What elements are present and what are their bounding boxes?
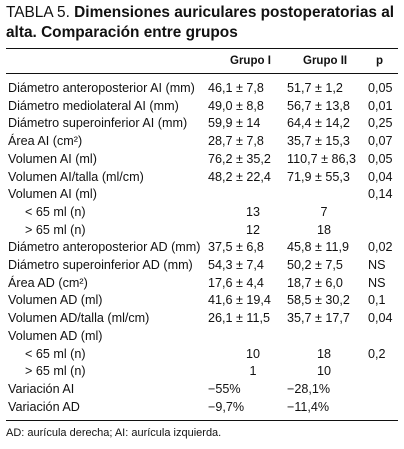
cell-grupo-1: 1 [249, 364, 257, 379]
table-row: Área AD (cm²) 17,6 ± 4,4 18,7 ± 6,0 NS [0, 275, 404, 292]
cell-grupo-1: 12 [245, 222, 260, 237]
table-row: Volumen AD (ml) 41,6 ± 19,4 58,5 ± 30,2 0,1 [0, 292, 404, 309]
table-row: Diámetro mediolateral AI (mm) 49,0 ± 8,8 5… [0, 98, 404, 115]
cell-p: 0,04 [368, 169, 393, 184]
table-row: Volumen AI/talla (ml/cm) 48,2 ± 22,4 71,9 … [0, 169, 404, 186]
table-row: Variación AD −9,7% −11,4% [0, 399, 404, 416]
row-label: Diámetro superoinferior AI (mm) [8, 116, 188, 131]
cell-grupo-2: 56,7 ± 13,8 [287, 98, 350, 113]
cell-p: 0,25 [368, 116, 393, 131]
cell-p: NS [368, 258, 386, 272]
cell-grupo-2: 35,7 ± 17,7 [287, 311, 350, 326]
cell-p: 0,05 [368, 151, 393, 166]
bottom-rule [6, 420, 398, 421]
header-rule [6, 73, 398, 74]
cell-p: 0,2 [368, 346, 386, 361]
cell-grupo-2: 18,7 ± 6,0 [287, 275, 343, 290]
table-row: Volumen AI (ml) 0,14 [0, 186, 404, 203]
table-row: Diámetro superoinferior AD (mm) 54,3 ± 7,… [0, 257, 404, 274]
cell-grupo-2: 64,4 ± 14,2 [287, 116, 350, 131]
cell-grupo-1: 49,0 ± 8,8 [208, 98, 264, 113]
cell-grupo-2: −11,4% [287, 399, 330, 414]
row-label: Variación AI [8, 381, 75, 396]
cell-grupo-1: 48,2 ± 22,4 [208, 169, 271, 184]
cell-grupo-1: −9,7% [208, 399, 245, 414]
table-caption: Dimensiones auriculares postoperatorias … [6, 4, 395, 41]
cell-grupo-2: 18 [316, 222, 331, 237]
cell-p: NS [368, 275, 386, 290]
cell-grupo-2: 50,2 ± 7,5 [287, 258, 343, 272]
cell-p: 0,04 [368, 311, 393, 326]
cell-p: 0,1 [368, 293, 386, 308]
cell-p: 0,14 [368, 187, 393, 202]
cell-grupo-1: 54,3 ± 7,4 [208, 258, 264, 272]
header-grupo-2: Grupo II [303, 55, 348, 67]
row-label: Volumen AD/talla (ml/cm) [8, 311, 150, 326]
row-label: Volumen AD (ml) [8, 328, 103, 343]
footnote: AD: aurícula derecha; AI: aurícula izqui… [6, 427, 222, 439]
row-label: Volumen AI/talla (ml/cm) [8, 169, 144, 184]
table-number: TABLA 5. [6, 4, 70, 21]
cell-grupo-2: 110,7 ± 86,3 [287, 151, 357, 166]
table-row: Diámetro anteroposterior AD (mm) 37,5 ± 6… [0, 239, 404, 256]
row-label: > 65 ml (n) [25, 222, 86, 237]
table-row: Área AI (cm²) 28,7 ± 7,8 35,7 ± 15,3 0,07 [0, 133, 404, 150]
row-label: < 65 ml (n) [25, 346, 86, 361]
row-label: Diámetro mediolateral AI (mm) [8, 98, 179, 113]
row-label: Variación AD [8, 399, 80, 414]
cell-p: 0,02 [368, 240, 393, 255]
cell-p: 0,01 [368, 98, 393, 113]
cell-grupo-1: 76,2 ± 35,2 [208, 151, 271, 166]
cell-grupo-1: 26,1 ± 11,5 [208, 311, 270, 326]
table-row: < 65 ml (n) 13 7 [0, 204, 404, 221]
cell-grupo-1: 41,6 ± 19,4 [208, 293, 271, 308]
cell-p: 0,07 [368, 134, 393, 149]
table-row: Volumen AI (ml) 76,2 ± 35,2 110,7 ± 86,3 0,… [0, 151, 404, 168]
table-row: > 65 ml (n) 1 10 [0, 363, 404, 380]
cell-grupo-1: 13 [245, 204, 260, 219]
cell-grupo-2: 35,7 ± 15,3 [287, 134, 350, 149]
cell-grupo-2: 71,9 ± 55,3 [287, 169, 350, 184]
header-p: p [376, 55, 384, 67]
cell-grupo-2: 45,8 ± 11,9 [287, 240, 349, 255]
row-label: Volumen AI (ml) [8, 187, 97, 202]
top-rule [6, 48, 398, 49]
cell-grupo-1: 59,9 ± 14 [208, 116, 261, 131]
cell-p: 0,05 [368, 81, 393, 95]
cell-grupo-1: 28,7 ± 7,8 [208, 134, 264, 149]
cell-grupo-2: 7 [320, 204, 328, 219]
cell-grupo-1: 17,6 ± 4,4 [208, 275, 264, 290]
cell-grupo-2: 58,5 ± 30,2 [287, 293, 350, 308]
table-row: < 65 ml (n) 10 18 0,2 [0, 346, 404, 363]
table-row: > 65 ml (n) 12 18 [0, 222, 404, 239]
cell-grupo-2: 18 [316, 346, 331, 361]
row-label: Volumen AD (ml) [8, 293, 103, 308]
cell-grupo-1: 10 [245, 346, 260, 361]
table-row: Volumen AD (ml) [0, 328, 404, 345]
row-label: Diámetro anteroposterior AD (mm) [8, 240, 201, 255]
cell-grupo-2: 51,7 ± 1,2 [287, 81, 343, 95]
row-label: Área AI (cm²) [8, 134, 83, 149]
table-row: Volumen AD/talla (ml/cm) 26,1 ± 11,5 35,7 … [0, 310, 404, 327]
row-label: Área AD (cm²) [8, 275, 88, 290]
table-row: Diámetro superoinferior AI (mm) 59,9 ± 14… [0, 115, 404, 132]
row-label: Diámetro anteroposterior AI (mm) [8, 81, 195, 95]
table-row: Diámetro anteroposterior AI (mm) 46,1 ± 7… [0, 80, 404, 97]
table-title: TABLA 5. Dimensiones auriculares postope… [6, 3, 402, 43]
header-grupo-1: Grupo I [230, 55, 271, 67]
row-label: < 65 ml (n) [25, 204, 86, 219]
cell-grupo-1: 37,5 ± 6,8 [208, 240, 264, 255]
cell-grupo-1: 46,1 ± 7,8 [208, 81, 264, 95]
row-label: > 65 ml (n) [25, 364, 86, 379]
cell-grupo-2: 10 [316, 364, 331, 379]
cell-grupo-1: −55% [208, 381, 241, 396]
cell-grupo-2: −28,1% [287, 381, 331, 396]
row-label: Diámetro superoinferior AD (mm) [8, 258, 193, 272]
row-label: Volumen AI (ml) [8, 151, 97, 166]
table-row: Variación AI −55% −28,1% [0, 381, 404, 398]
